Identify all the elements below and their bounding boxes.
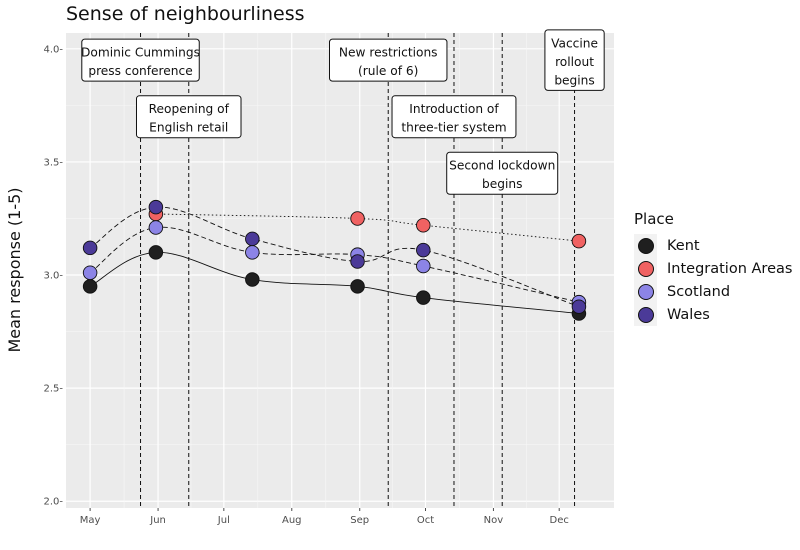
x-tick-label: Oct (417, 515, 434, 526)
x-tick-label: Sep (350, 515, 369, 526)
data-point-scotland (416, 258, 431, 274)
data-point-wales (82, 240, 98, 256)
event-label-text: Dominic Cummings (81, 46, 200, 60)
series-line-wales (89, 206, 580, 308)
legend-key (634, 280, 657, 303)
event-label-text: begins (554, 73, 594, 87)
data-point-wales (350, 254, 365, 269)
event-label-text: rollout (555, 55, 594, 69)
legend-item-wales: Wales (634, 303, 792, 326)
event-annotation: New restrictions (rule of 6) (328, 38, 448, 82)
event-annotation: Dominic Cummings press conference (81, 38, 200, 82)
event-label-text: New restrictions (339, 46, 438, 60)
event-label-box (81, 38, 200, 82)
data-point-kent (82, 279, 98, 294)
legend-swatch (637, 260, 654, 277)
event-label-text: Reopening of (149, 102, 230, 116)
data-point-integration-areas (350, 211, 365, 226)
data-point-integration-areas (416, 218, 431, 233)
legend-key (634, 303, 657, 326)
event-label-text: Introduction of (409, 102, 499, 116)
data-point-wales (416, 242, 431, 258)
event-label-text: (rule of 6) (358, 64, 418, 78)
event-annotation: Introduction of three-tier system (391, 95, 517, 139)
event-annotation: Vaccine rollout begins (544, 29, 605, 91)
y-tick-label: 3.0- (43, 271, 63, 282)
y-tick-label: 4.0- (43, 44, 63, 55)
legend-swatch (637, 306, 654, 323)
x-tick-label: Nov (484, 515, 504, 526)
data-point-wales (245, 231, 260, 247)
event-label-box (544, 29, 605, 91)
legend-swatch (637, 283, 654, 300)
data-point-wales (148, 199, 164, 215)
series-line-integration-areas (155, 213, 579, 242)
legend-key (634, 257, 657, 280)
event-label-box (135, 95, 242, 139)
chart-title: Sense of neighbourliness (66, 3, 305, 25)
data-point-scotland (245, 245, 260, 260)
legend-title: Place (634, 210, 674, 228)
y-tick-label: 2.0- (43, 497, 63, 508)
x-tick-label: Aug (282, 515, 302, 526)
event-label-box (328, 38, 448, 82)
x-tick-label: Jun (149, 515, 166, 526)
event-label-text: Vaccine (551, 36, 598, 50)
legend-item-scotland: Scotland (634, 280, 792, 303)
y-tick-label: 3.5- (43, 157, 63, 168)
y-axis-label: Mean response (1-5) (5, 187, 24, 352)
event-label-text: English retail (149, 121, 228, 135)
legend: Place Kent Integration Areas Scotland Wales (634, 210, 792, 326)
data-point-scotland (148, 220, 164, 235)
event-label-text: press conference (88, 64, 192, 78)
x-tick-label: May (80, 515, 101, 526)
legend-label: Wales (667, 306, 710, 323)
event-annotation: Reopening of English retail (135, 95, 242, 139)
data-point-scotland (82, 265, 98, 281)
legend-key (634, 234, 657, 257)
data-point-integration-areas (571, 233, 587, 249)
event-label-text: three-tier system (401, 121, 506, 135)
data-point-wales (571, 299, 587, 314)
data-point-kent (245, 272, 260, 287)
x-tick-label: Jul (217, 515, 230, 526)
legend-label: Scotland (667, 283, 731, 300)
legend-swatch (637, 237, 654, 254)
legend-item-integration-areas: Integration Areas (634, 257, 792, 280)
y-tick-label: 2.5- (43, 384, 63, 395)
legend-item-kent: Kent (634, 234, 792, 257)
data-point-kent (350, 279, 365, 294)
data-point-kent (416, 290, 431, 305)
x-tick-label: Dec (550, 515, 569, 526)
event-label-text: Second lockdown (449, 159, 555, 173)
legend-label: Kent (667, 237, 700, 254)
event-annotation: Second lockdown begins (446, 151, 559, 195)
event-label-text: begins (482, 177, 522, 191)
legend-label: Integration Areas (667, 260, 793, 277)
data-point-kent (148, 245, 164, 260)
event-label-box (446, 151, 559, 195)
event-label-box (391, 95, 517, 139)
